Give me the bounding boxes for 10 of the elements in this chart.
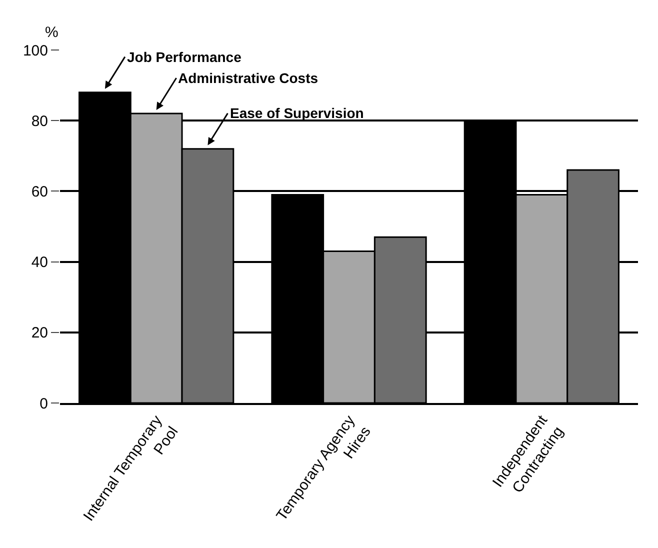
series-label: Ease of Supervision [230,105,364,121]
y-tick-label: 60 [31,183,48,200]
y-tick-label: 100 [22,42,48,60]
y-tick-label: 20 [31,324,48,342]
y-tick-label: 0 [40,395,48,412]
y-tick-label: 40 [31,254,48,272]
y-tick-label: 80 [31,112,48,130]
series-label: Job Performance [127,49,242,65]
series-label: Administrative Costs [178,70,318,86]
y-axis-title: % [45,24,58,41]
